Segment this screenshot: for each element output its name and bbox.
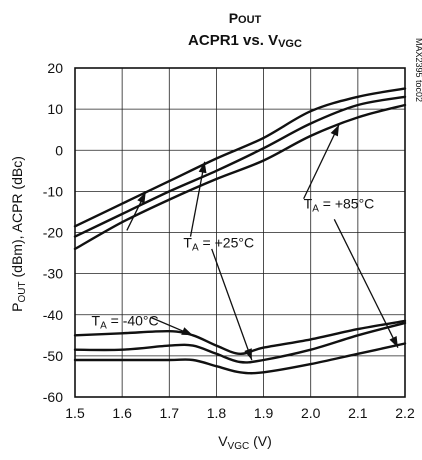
annotation-arrowhead <box>389 336 398 348</box>
annotation-label-main: T <box>304 196 313 212</box>
annotation-label-p25: TA = +25°C <box>183 235 254 254</box>
x-axis-label-main: V <box>218 433 228 449</box>
y-tick-label: -30 <box>43 266 63 282</box>
series-pout-line <box>73 87 407 228</box>
chart-title-line2: ACPR1 vs. VVGC <box>188 32 302 50</box>
y-axis-label-main: P <box>9 303 25 312</box>
title-line1-main: P <box>229 10 238 26</box>
series-acpr-line <box>73 319 407 356</box>
series-pout-line <box>73 103 407 251</box>
series-pout-line <box>73 95 407 238</box>
tick-labels: 1.5 1.6 1.7 1.8 1.9 2.0 2.1 2.2 20 10 0 -10 -20 -30 -4… <box>43 60 415 421</box>
series-lines <box>73 87 407 375</box>
annotation-label-tail: = -40°C <box>107 312 159 328</box>
annotation-arrowhead <box>244 348 252 360</box>
annotation-label-tail: = +25°C <box>199 235 254 251</box>
annotation-arrowhead <box>137 192 146 204</box>
annotation-label-sub: A <box>312 204 319 215</box>
title-line2-sub: VGC <box>278 38 302 50</box>
annotation-label-main: T <box>183 235 192 251</box>
annotation-arrow-line <box>303 124 340 200</box>
annotation-label-sub: A <box>100 320 107 331</box>
y-axis-label: POUT (dBm), ACPR (dBc) <box>9 156 28 312</box>
x-axis-label-sub: VGC <box>228 441 250 452</box>
x-axis-label-tail: (V) <box>249 433 272 449</box>
annotations: TA = -40°CTA = +25°CTA = +85°C <box>92 196 375 332</box>
y-tick-label: -50 <box>43 348 63 364</box>
series-acpr-line <box>73 321 407 364</box>
title-line2-main: ACPR1 vs. V <box>188 32 278 49</box>
annotation-arrow-line <box>211 248 253 361</box>
x-tick-label: 2.2 <box>395 405 415 421</box>
x-tick-label: 2.0 <box>301 405 321 421</box>
side-code: MAX2395 toc02 <box>414 38 422 102</box>
x-tick-label: 1.6 <box>112 405 132 421</box>
x-tick-label: 1.7 <box>160 405 180 421</box>
annotation-arrowhead <box>330 124 339 137</box>
series-acpr-line <box>73 342 407 375</box>
annotation-arrowhead <box>198 161 207 174</box>
title-line1-sub: OUT <box>238 14 262 26</box>
plot-frame <box>74 67 406 398</box>
y-tick-label: -10 <box>43 183 63 199</box>
y-tick-label: 10 <box>47 101 63 117</box>
y-tick-label: -40 <box>43 307 63 323</box>
x-tick-label: 1.5 <box>65 405 85 421</box>
x-tick-label: 2.1 <box>348 405 368 421</box>
y-axis-label-tail: (dBm), ACPR (dBc) <box>9 156 25 281</box>
annotation-label-main: T <box>92 312 101 328</box>
annotation-arrow-line <box>189 161 206 237</box>
x-axis-label: VVGC (V) <box>218 433 272 452</box>
y-tick-label: 20 <box>47 60 63 76</box>
y-tick-label: -60 <box>43 389 63 405</box>
x-tick-label: 1.8 <box>207 405 227 421</box>
annotation-label-tail: = +85°C <box>319 196 374 212</box>
y-axis-label-sub: OUT <box>17 281 28 302</box>
annotation-arrow-line <box>333 219 399 348</box>
y-tick-label: -20 <box>43 225 63 241</box>
annotation-arrows <box>126 124 399 361</box>
x-tick-label: 1.9 <box>254 405 274 421</box>
annotation-arrowhead <box>181 327 193 336</box>
annotation-label-p85: TA = +85°C <box>304 196 375 215</box>
annotation-label-sub: A <box>192 243 199 254</box>
y-tick-label: 0 <box>55 142 63 158</box>
annotation-label-m40: TA = -40°C <box>92 312 159 331</box>
chart-title-line1: POUT <box>229 10 262 26</box>
